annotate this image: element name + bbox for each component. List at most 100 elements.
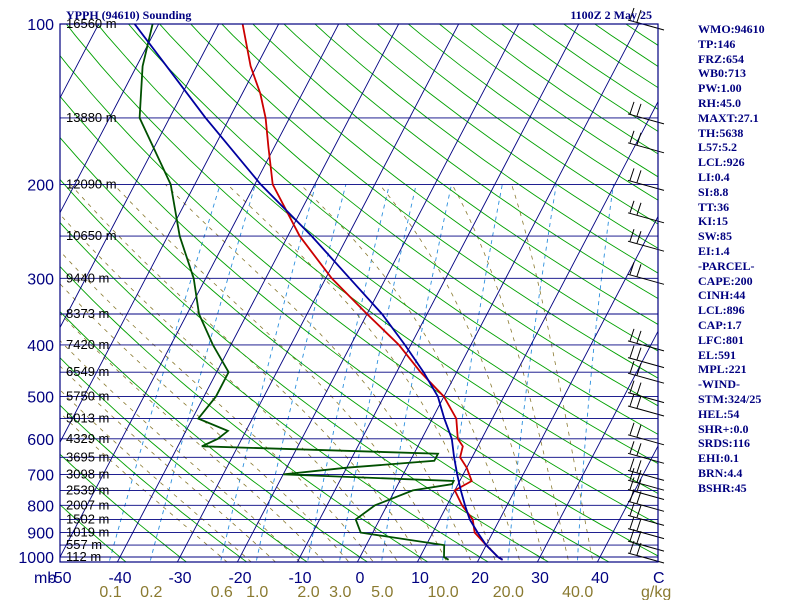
mixing-ratio-tick-label: 3.0 [329, 584, 351, 600]
index-item: LCL:896 [698, 303, 745, 318]
index-item: TP:146 [698, 36, 736, 51]
temperature-tick-label: 20 [471, 570, 489, 587]
pressure-tick-label: 300 [27, 271, 54, 288]
chart-title: YPPH (94610) Sounding [66, 8, 191, 22]
wind-barb-feather [636, 170, 642, 183]
chart-time: 1100Z 2 May 25 [570, 8, 652, 22]
temperature-trace [241, 24, 504, 561]
wind-barb-feather [636, 491, 642, 504]
height-label: 112 m [66, 549, 101, 564]
wind-barb-feather [629, 101, 635, 115]
moist-adiabat-line [60, 340, 301, 562]
wind-barb-feather [629, 468, 635, 481]
wind-barb-feather [629, 7, 635, 21]
isotherm-line [476, 215, 658, 562]
mixing-ratio-tick-label: 10.0 [428, 584, 459, 600]
moist-adiabat-line [113, 184, 448, 562]
wind-barb-feather [636, 330, 642, 344]
wind-barb-feather [636, 103, 642, 117]
wind-barb-feather [636, 9, 642, 23]
wind-barb-feather [629, 528, 635, 542]
height-label: 7420 m [66, 337, 109, 352]
wind-barb-feather [629, 168, 635, 181]
index-item: LCL:926 [698, 155, 745, 170]
temperature-unit: C [653, 570, 665, 587]
wind-barb-feather [629, 328, 635, 342]
wind-barb-feather [636, 443, 642, 456]
wind-barb-feather [629, 477, 635, 490]
wind-barb-feather [636, 264, 642, 277]
height-label: 5013 m [66, 411, 109, 426]
dry-adiabat-line [60, 357, 308, 562]
height-label: 3695 m [66, 449, 109, 464]
moist-adiabat-line [60, 213, 399, 562]
moist-adiabat-line [227, 184, 497, 562]
wind-barb-feather [636, 424, 642, 437]
mixing-ratio-labels: 0.1 0.2 0.6 1.0 2.0 3.0 5.0 10.0 20.0 40.0 [99, 584, 593, 600]
index-item: SI:8.8 [698, 184, 729, 199]
moist-adiabat-line [60, 412, 228, 562]
mixing-ratio-tick-label: 0.1 [99, 584, 121, 600]
height-label: 1502 m [66, 511, 109, 526]
dry-adiabat-line [60, 504, 127, 562]
mixing-ratio-line [108, 184, 221, 562]
pressure-labels: 100 200 300 400 500 600 700 800 900 1000 [18, 17, 54, 567]
wind-barb-feather [629, 540, 635, 554]
height-label: 10650 m [66, 228, 117, 243]
isotherm-line [596, 445, 658, 562]
index-item: SW:85 [698, 229, 733, 244]
index-item: TH:5638 [698, 125, 744, 140]
isotherm-line [60, 24, 100, 99]
moist-adiabat-line [511, 184, 594, 562]
isotherm-line [296, 24, 580, 562]
wind-barb-feather [636, 530, 642, 544]
temperature-labels: -50 -40 -30 -20 -10 0 10 20 30 40 [48, 570, 609, 587]
height-label: 13880 m [66, 110, 117, 125]
mixing-ratio-unit: g/kg [641, 584, 671, 600]
temperature-tick-label: -10 [288, 570, 311, 587]
mixing-ratio-tick-label: 5.0 [371, 584, 393, 600]
mixing-ratio-line [442, 184, 503, 562]
mixing-ratio-line [507, 184, 557, 562]
index-item: KI:15 [698, 214, 728, 229]
height-labels: 16560 m 13880 m 12090 m 10650 m 9440 m 8373 m… [66, 16, 117, 564]
index-item: CAP:1.7 [698, 317, 742, 332]
wind-barb-feather [636, 202, 642, 215]
height-label: 2539 m [66, 482, 109, 497]
index-item: L57:5.2 [698, 140, 737, 155]
height-label: 3098 m [66, 466, 109, 481]
index-item: CINH:44 [698, 288, 746, 303]
wind-barb-feather [629, 130, 635, 143]
wind-barb-feather [629, 422, 635, 435]
index-item: PW:1.00 [698, 81, 742, 96]
isotherm-line [176, 24, 460, 562]
index-item: CAPE:200 [698, 273, 753, 288]
moist-adiabat-line [60, 312, 325, 562]
plot-frame [59, 23, 659, 563]
moist-adiabat-line [70, 184, 423, 562]
temperature-tick-label: 30 [531, 570, 549, 587]
temperature-tick-label: 10 [411, 570, 429, 587]
index-item: -WIND- [698, 377, 740, 392]
wind-barb-feather [629, 262, 635, 275]
wind-barb-feather [636, 382, 642, 395]
wind-barb-feather [629, 516, 635, 529]
height-label: 6549 m [66, 364, 109, 379]
height-label: 4329 m [66, 431, 109, 446]
index-item: SRDS:116 [698, 436, 751, 451]
index-item: STM:324/25 [698, 391, 762, 406]
isotherm-line [416, 100, 658, 562]
isobars [60, 23, 658, 558]
stability-indices: WMO:94610 TP:146 FRZ:654 WB0:713 PW:1.00 RH:4… [698, 22, 765, 496]
wind-barb-feather [629, 361, 635, 374]
index-item: WMO:94610 [698, 22, 765, 36]
wind-barb-feather [636, 347, 642, 360]
dewpoint-trace [138, 24, 456, 561]
wind-barb-feather [636, 542, 642, 556]
mixing-ratio-line [149, 184, 256, 562]
pressure-tick-label: 1000 [18, 550, 54, 567]
dry-adiabat-line [60, 265, 429, 562]
temperature-tick-label: -20 [228, 570, 251, 587]
wind-barb-feather [636, 518, 642, 531]
